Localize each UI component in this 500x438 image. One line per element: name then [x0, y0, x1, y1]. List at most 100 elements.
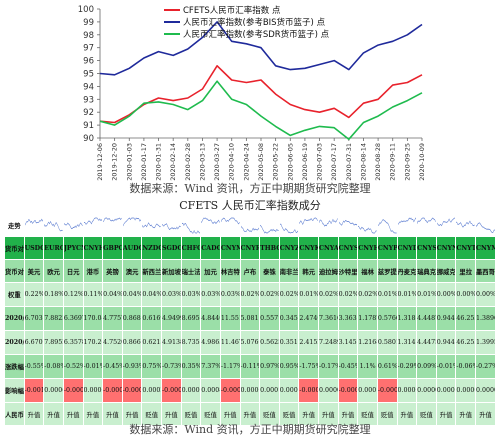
x-tick-label: 2020-04-10 — [228, 143, 236, 181]
sparkline-cell — [141, 214, 162, 237]
x-tick-label: 2020-07-03 — [316, 143, 324, 181]
sparkline-path — [319, 218, 338, 227]
data-cell: -0.06% — [455, 354, 476, 379]
data-cell: 7.2489 — [318, 330, 339, 355]
data-cell: 7.37% — [200, 354, 221, 379]
data-row: 2020/10/236.67037.89526.3578170.20804.75… — [4, 330, 496, 355]
data-cell: 7.8952 — [43, 330, 64, 355]
x-tick-label: 2020-06-05 — [286, 143, 294, 181]
y-tick-label: 96 — [83, 57, 94, 67]
sparkline-path — [280, 223, 298, 234]
sparkline-cell — [161, 214, 182, 237]
x-tick-label: 2020-03-27 — [213, 143, 221, 181]
data-cell: 0.5571 — [259, 306, 280, 331]
data-row-label: 影响幅度 — [4, 378, 25, 403]
x-tick-label: 2020-08-28 — [374, 143, 382, 181]
x-tick-label: 2020-06-19 — [301, 143, 309, 181]
sparkline-cell — [102, 214, 123, 237]
currency-code-cell: CNYMYR — [219, 236, 241, 260]
currency-code-cell: CNYMXN — [475, 236, 496, 260]
direction-cell: 升值 — [239, 402, 261, 426]
data-cell: 2.4740 — [298, 306, 319, 331]
data-cell: -1.75% — [298, 354, 319, 379]
data-cell: 0.04% — [141, 282, 162, 307]
sparkline-cell — [239, 214, 261, 237]
x-tick-label: 2020-07-17 — [330, 143, 338, 181]
sparkline-path — [339, 219, 357, 226]
x-tick-label: 2020-01-03 — [125, 143, 133, 181]
data-cell: 0.6169 — [141, 306, 162, 331]
data-cell: 0.0002% — [278, 378, 300, 403]
currency-name-cell: 英镑 — [102, 259, 123, 283]
y-tick-label: 97 — [83, 44, 94, 54]
data-cell: 0.0001% — [357, 378, 378, 403]
sparkline-path — [397, 217, 416, 225]
direction-cell: 升值 — [43, 402, 64, 426]
sparkline-graphic — [358, 225, 377, 234]
x-tick-label: 2019-12-20 — [111, 143, 119, 181]
data-cell: -0.0002% — [161, 378, 182, 403]
data-cell: 0.12% — [62, 282, 84, 307]
currency-name-cell: 瑞典克朗 — [416, 259, 437, 283]
data-cell: 46.2538 — [455, 330, 476, 355]
currency-name-cell: 兹罗提 — [376, 259, 398, 283]
currency-name-cell: 挪威克朗 — [435, 259, 457, 283]
sparkline-path — [417, 217, 436, 224]
sparkline-graphic — [417, 217, 436, 224]
data-cell: 5.0815 — [239, 306, 261, 331]
sparkline-path — [162, 223, 181, 230]
direction-cell: 贬值 — [141, 402, 162, 426]
direction-cell: 贬值 — [200, 402, 221, 426]
currency-code-cell: EURCNY — [43, 236, 64, 260]
data-cell: 0.01% — [376, 282, 398, 307]
sparkline-cell — [200, 214, 221, 237]
data-cell: 0.61% — [376, 354, 398, 379]
data-cell: 8.7352 — [180, 330, 202, 355]
direction-cell: 升值 — [219, 402, 241, 426]
data-cell: -0.11% — [239, 354, 261, 379]
data-cell: -0.29% — [396, 354, 418, 379]
y-tick-label: 91 — [83, 121, 94, 131]
data-cell: 4.9499 — [161, 306, 182, 331]
currency-name-cell: 澳元 — [121, 259, 143, 283]
source-note-top: 数据来源：Wind 资讯，方正中期期货研究院整理 — [129, 182, 371, 195]
data-cell: 0.95% — [278, 354, 300, 379]
sparkline-graphic — [319, 218, 338, 227]
currency-name-cell: 新西兰元 — [141, 259, 162, 283]
currency-code-cell: CNYSAR — [337, 236, 359, 260]
currency-code-cell: CNYHUF — [357, 236, 378, 260]
currency-name-cell: 港币 — [82, 259, 104, 283]
direction-cell: 升值 — [475, 402, 496, 426]
sparkline-graphic — [378, 219, 397, 234]
data-cell: 0.97% — [259, 354, 280, 379]
data-cell: -0.08% — [43, 354, 64, 379]
sparkline-path — [358, 225, 377, 234]
legend-label: 人民币汇率指数(参考BIS货币篮子) 点 — [183, 17, 326, 28]
currency-code-cell: GBPCNY — [102, 236, 123, 260]
x-tick-label: 2019-12-06 — [96, 143, 104, 181]
data-cell: 0.00% — [435, 282, 457, 307]
sparkline-graphic — [123, 217, 141, 226]
data-cell: 0.01% — [416, 282, 437, 307]
sparkline-cell — [337, 214, 359, 237]
data-cell: 3.3632 — [337, 306, 359, 331]
sparkline-graphic — [437, 217, 455, 227]
currency-name-cell: 丹麦克朗 — [396, 259, 418, 283]
data-cell: 0.03% — [161, 282, 182, 307]
x-tick-label: 2020-09-25 — [403, 143, 411, 181]
legend-label: CFETS人民币汇率指数 点 — [183, 5, 281, 16]
data-cell: 0.01% — [298, 282, 319, 307]
name-row: 货币对美元欧元日元港币英镑澳元新西兰元新加坡元瑞士法郎加元林吉特卢布泰铢南非兰特… — [4, 259, 496, 283]
currency-name-cell: 美元 — [23, 259, 45, 283]
y-tick-label: 98 — [83, 31, 94, 41]
data-cell: 7.8823 — [43, 306, 64, 331]
data-cell: 6.3578 — [62, 330, 84, 355]
sparkline-cell — [121, 214, 143, 237]
data-cell: 0.75% — [141, 354, 162, 379]
direction-cell: 贬值 — [278, 402, 300, 426]
data-cell: -0.73% — [161, 354, 182, 379]
